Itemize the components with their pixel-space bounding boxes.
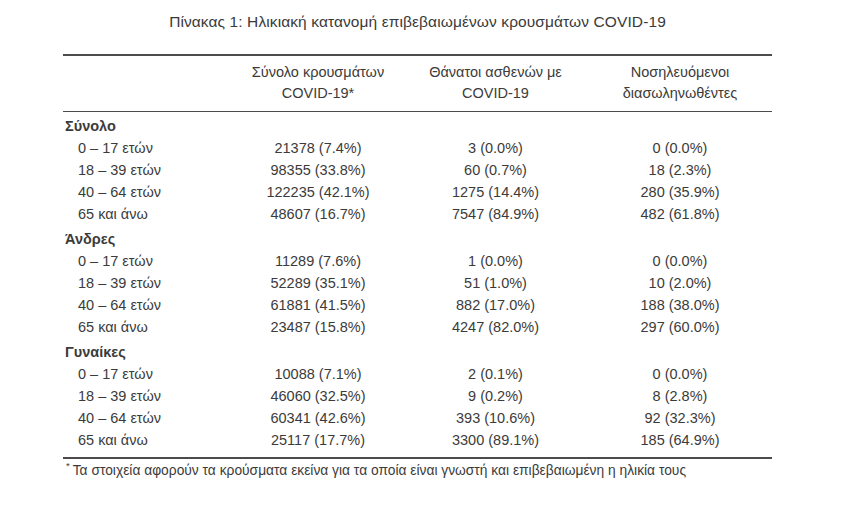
intubated-value: 10 (2.0%) [588, 272, 772, 294]
deaths-value: 9 (0.2%) [403, 385, 588, 407]
header-deaths-line2: COVID-19 [403, 83, 588, 104]
table-title: Πίνακας 1: Ηλικιακή κατανομή επιβεβαιωμέ… [63, 13, 772, 31]
table-row: 18 – 39 ετών 46060 (32.5%) 9 (0.2%) 8 (2… [63, 385, 772, 407]
table-row: 40 – 64 ετών 61881 (41.5%) 882 (17.0%) 1… [63, 294, 772, 316]
table-row: 40 – 64 ετών 60341 (42.6%) 393 (10.6%) 9… [63, 407, 772, 429]
header-intubated-line2: διασωληνωθέντες [588, 83, 772, 104]
table-row: 0 – 17 ετών 10088 (7.1%) 2 (0.1%) 0 (0.0… [63, 363, 772, 385]
age-group-label: 18 – 39 ετών [63, 385, 233, 407]
cases-value: 46060 (32.5%) [233, 385, 403, 407]
cases-value: 10088 (7.1%) [233, 363, 403, 385]
deaths-value: 882 (17.0%) [403, 294, 588, 316]
intubated-value: 297 (60.0%) [588, 316, 772, 338]
age-group-label: 40 – 64 ετών [63, 294, 233, 316]
age-group-label: 65 και άνω [63, 429, 233, 458]
deaths-value: 51 (1.0%) [403, 272, 588, 294]
age-group-label: 0 – 17 ετών [63, 137, 233, 159]
age-group-label: 40 – 64 ετών [63, 407, 233, 429]
header-empty [63, 55, 233, 112]
table-body: Σύνολο 0 – 17 ετών 21378 (7.4%) 3 (0.0%)… [63, 112, 772, 459]
cases-value: 23487 (15.8%) [233, 316, 403, 338]
cases-value: 21378 (7.4%) [233, 137, 403, 159]
age-group-label: 40 – 64 ετών [63, 181, 233, 203]
section-label: Σύνολο [63, 112, 772, 138]
table-row: 18 – 39 ετών 98355 (33.8%) 60 (0.7%) 18 … [63, 159, 772, 181]
header-total-cases-line2: COVID-19* [233, 83, 403, 104]
header-intubated-line1: Νοσηλευόμενοι [588, 62, 772, 83]
age-group-label: 65 και άνω [63, 203, 233, 225]
header-deaths: Θάνατοι ασθενών με COVID-19 [403, 55, 588, 112]
footnote-text: Τα στοιχεία αφορούν τα κρούσματα εκείνα … [73, 463, 686, 478]
table-row: 0 – 17 ετών 11289 (7.6%) 1 (0.0%) 0 (0.0… [63, 250, 772, 272]
cases-value: 122235 (42.1%) [233, 181, 403, 203]
deaths-value: 2 (0.1%) [403, 363, 588, 385]
intubated-value: 185 (64.9%) [588, 429, 772, 458]
table-row: 65 και άνω 25117 (17.7%) 3300 (89.1%) 18… [63, 429, 772, 458]
header-deaths-line1: Θάνατοι ασθενών με [403, 62, 588, 83]
age-group-label: 65 και άνω [63, 316, 233, 338]
section-label: Άνδρες [63, 225, 772, 250]
deaths-value: 60 (0.7%) [403, 159, 588, 181]
intubated-value: 92 (32.3%) [588, 407, 772, 429]
cases-value: 48607 (16.7%) [233, 203, 403, 225]
intubated-value: 0 (0.0%) [588, 137, 772, 159]
covid-age-distribution-table: Σύνολο κρουσμάτων COVID-19* Θάνατοι ασθε… [63, 54, 772, 459]
deaths-value: 7547 (84.9%) [403, 203, 588, 225]
deaths-value: 3 (0.0%) [403, 137, 588, 159]
header-row: Σύνολο κρουσμάτων COVID-19* Θάνατοι ασθε… [63, 55, 772, 112]
intubated-value: 482 (61.8%) [588, 203, 772, 225]
report-page: Πίνακας 1: Ηλικιακή κατανομή επιβεβαιωμέ… [0, 13, 843, 519]
cases-value: 61881 (41.5%) [233, 294, 403, 316]
deaths-value: 1 (0.0%) [403, 250, 588, 272]
cases-value: 25117 (17.7%) [233, 429, 403, 458]
table-footnote: *Τα στοιχεία αφορούν τα κρούσματα εκείνα… [63, 462, 772, 480]
deaths-value: 1275 (14.4%) [403, 181, 588, 203]
footnote-asterisk: * [66, 460, 70, 471]
deaths-value: 4247 (82.0%) [403, 316, 588, 338]
table-row: 18 – 39 ετών 52289 (35.1%) 51 (1.0%) 10 … [63, 272, 772, 294]
age-group-label: 18 – 39 ετών [63, 159, 233, 181]
intubated-value: 18 (2.3%) [588, 159, 772, 181]
intubated-value: 188 (38.0%) [588, 294, 772, 316]
cases-value: 52289 (35.1%) [233, 272, 403, 294]
deaths-value: 393 (10.6%) [403, 407, 588, 429]
intubated-value: 0 (0.0%) [588, 363, 772, 385]
intubated-value: 0 (0.0%) [588, 250, 772, 272]
cases-value: 11289 (7.6%) [233, 250, 403, 272]
age-group-label: 18 – 39 ετών [63, 272, 233, 294]
table-row: 65 και άνω 23487 (15.8%) 4247 (82.0%) 29… [63, 316, 772, 338]
header-total-cases-line1: Σύνολο κρουσμάτων [233, 62, 403, 83]
deaths-value: 3300 (89.1%) [403, 429, 588, 458]
table-header: Σύνολο κρουσμάτων COVID-19* Θάνατοι ασθε… [63, 55, 772, 112]
section-label-total: Σύνολο [63, 112, 772, 138]
section-label-women: Γυναίκες [63, 338, 772, 363]
age-group-label: 0 – 17 ετών [63, 250, 233, 272]
table-row: 65 και άνω 48607 (16.7%) 7547 (84.9%) 48… [63, 203, 772, 225]
section-label-men: Άνδρες [63, 225, 772, 250]
cases-value: 60341 (42.6%) [233, 407, 403, 429]
table-row: 40 – 64 ετών 122235 (42.1%) 1275 (14.4%)… [63, 181, 772, 203]
header-total-cases: Σύνολο κρουσμάτων COVID-19* [233, 55, 403, 112]
section-label: Γυναίκες [63, 338, 772, 363]
intubated-value: 8 (2.8%) [588, 385, 772, 407]
intubated-value: 280 (35.9%) [588, 181, 772, 203]
header-intubated: Νοσηλευόμενοι διασωληνωθέντες [588, 55, 772, 112]
age-group-label: 0 – 17 ετών [63, 363, 233, 385]
table-row: 0 – 17 ετών 21378 (7.4%) 3 (0.0%) 0 (0.0… [63, 137, 772, 159]
cases-value: 98355 (33.8%) [233, 159, 403, 181]
